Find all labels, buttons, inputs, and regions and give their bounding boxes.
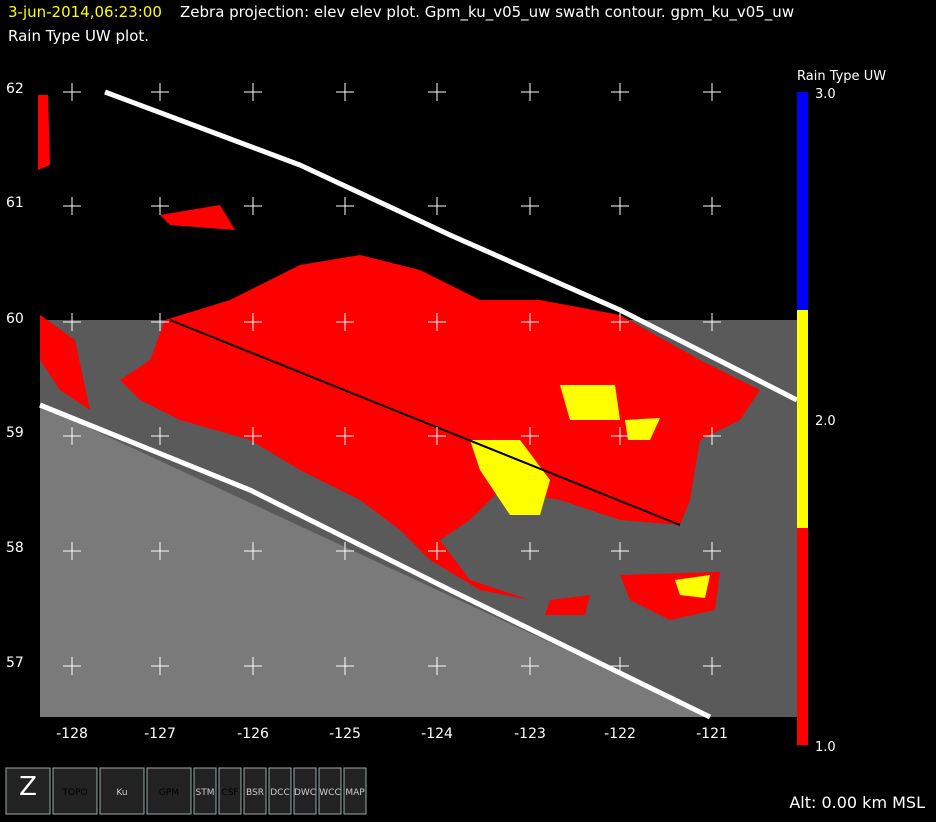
- toolbar-icon[interactable]: [5, 767, 51, 815]
- toolbar-icon-label[interactable]: WCC: [319, 788, 340, 798]
- toolbar-icon[interactable]: [293, 767, 317, 815]
- x-tick-label: -127: [144, 726, 176, 742]
- y-tick-label: 58: [6, 540, 24, 556]
- toolbar-icon-label[interactable]: Ku: [116, 788, 127, 798]
- x-axis-labels: -128 -127 -126 -125 -124 -123 -122 -121: [56, 726, 728, 742]
- toolbar-icon[interactable]: [268, 767, 292, 815]
- toolbar-icon[interactable]: [193, 767, 217, 815]
- x-tick-label: -121: [696, 726, 728, 742]
- x-tick-label: -128: [56, 726, 88, 742]
- toolbar-icon-label[interactable]: BSR: [246, 788, 264, 798]
- toolbar: Z TOPO Ku GPM STM CSF BSR DCC DWC WCC MAP: [5, 767, 367, 815]
- y-tick-label: 57: [6, 655, 24, 671]
- colorbar-label: 1.0: [815, 740, 836, 755]
- colorbar-label: 3.0: [815, 87, 836, 102]
- toolbar-icon[interactable]: [218, 767, 242, 815]
- crosshair-grid: [63, 83, 721, 675]
- timestamp: 3-jun-2014,06:23:00: [8, 3, 162, 21]
- colorbar-segment: [797, 310, 808, 528]
- toolbar-icon-label[interactable]: STM: [196, 788, 215, 798]
- title-line-1: Zebra projection: elev elev plot. Gpm_ku…: [180, 3, 794, 22]
- toolbar-icon[interactable]: [99, 767, 145, 815]
- y-tick-label: 60: [6, 311, 24, 327]
- toolbar-icon[interactable]: [318, 767, 342, 815]
- x-tick-label: -125: [329, 726, 361, 742]
- toolbar-icon[interactable]: [243, 767, 267, 815]
- convective-areas: [470, 385, 710, 598]
- toolbar-icon-label[interactable]: DWC: [294, 788, 316, 798]
- x-tick-label: -124: [421, 726, 453, 742]
- colorbar-label: 2.0: [815, 414, 836, 429]
- toolbar-icon-label[interactable]: GPM: [159, 788, 179, 798]
- title-line-2: Rain Type UW plot.: [8, 27, 149, 45]
- x-tick-label: -122: [604, 726, 636, 742]
- toolbar-icon[interactable]: [146, 767, 192, 815]
- y-tick-label: 59: [6, 425, 24, 441]
- y-tick-label: 61: [6, 195, 24, 211]
- colorbar-segment: [797, 92, 808, 310]
- x-tick-label: -126: [237, 726, 269, 742]
- altitude-status: Alt: 0.00 km MSL: [789, 793, 925, 812]
- toolbar-icon[interactable]: [343, 767, 367, 815]
- colorbar-title: Rain Type UW: [797, 69, 886, 84]
- colorbar-segment: [797, 528, 808, 745]
- toolbar-icon-label[interactable]: MAP: [345, 788, 365, 798]
- cross-section-line: [169, 319, 681, 526]
- toolbar-icon[interactable]: [52, 767, 98, 815]
- terrain-low: [40, 405, 710, 717]
- toolbar-icon-label[interactable]: TOPO: [61, 788, 87, 798]
- toolbar-icon-label[interactable]: Z: [19, 772, 37, 802]
- x-tick-label: -123: [514, 726, 546, 742]
- y-axis-labels: 62 61 60 59 58 57: [6, 81, 24, 671]
- y-tick-label: 62: [6, 81, 24, 97]
- swath-edge: [39, 402, 712, 720]
- toolbar-icon-label[interactable]: CSF: [221, 788, 238, 798]
- swath-edge: [104, 89, 799, 403]
- toolbar-icon-label[interactable]: DCC: [270, 788, 290, 798]
